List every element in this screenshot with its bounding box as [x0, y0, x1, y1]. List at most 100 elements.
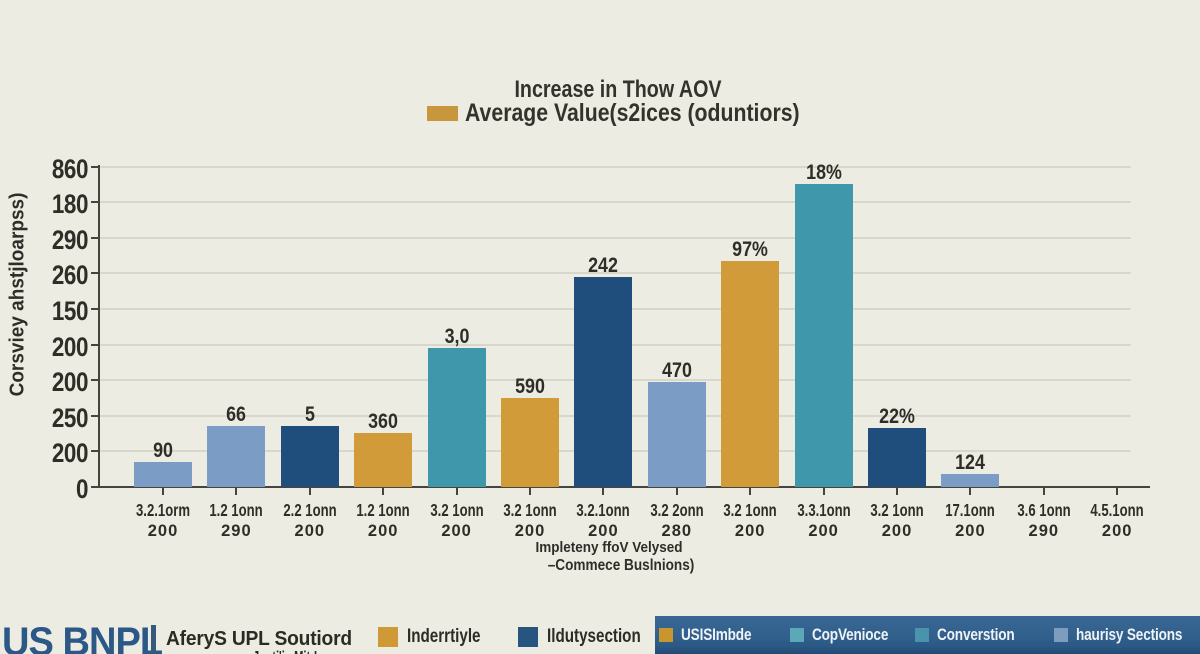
y-tick-label: 150 [51, 295, 89, 326]
x-tick-mark [308, 488, 311, 495]
x-tick-mark [675, 488, 678, 495]
y-tick-label: 200 [51, 367, 89, 398]
x-tick-label-line2: 200 [294, 522, 326, 540]
banner-legend-label: Converstion [937, 625, 1015, 644]
x-tick-label: 3.2.1onn 200 [555, 500, 651, 540]
x-tick-mark [822, 488, 825, 495]
banner-legend-swatch [790, 628, 804, 642]
x-tick-label-line2: 200 [588, 522, 619, 540]
x-tick-label-line2: 200 [881, 522, 913, 540]
y-tick-label: 260 [51, 260, 89, 291]
y-tick-mark [91, 343, 99, 346]
x-tick-label-line1: 3.2 1onn [503, 500, 557, 520]
chart-subtitle: Average Value(s2ices (oduntiors) [465, 99, 800, 127]
x-tick-mark [896, 488, 898, 495]
bar [501, 398, 559, 487]
y-tick-mark [91, 201, 99, 204]
bar-value-label: 470 [661, 359, 692, 382]
x-tick-label: 3.2 1onn 200 [482, 500, 578, 539]
x-tick-label-line2: 200 [955, 522, 986, 540]
bar [868, 428, 926, 487]
footer-divider [151, 625, 156, 654]
x-tick-label-line2: 290 [1028, 522, 1060, 540]
x-tick-label-line1: 3.3.1onn [796, 500, 851, 520]
y-tick-mark [91, 236, 99, 239]
y-tick-label: 200 [51, 331, 89, 362]
x-tick-label-line2: 290 [221, 522, 252, 540]
x-tick-mark [455, 488, 458, 495]
x-tick-label: 1.2 1onn 290 [188, 501, 284, 540]
footer-tagline-line2: Justi'is Mit-L [253, 648, 321, 654]
gridline [100, 272, 1131, 275]
footer-legend-swatch [518, 627, 538, 647]
x-tick-label-line1: 3.2 1onn [723, 500, 777, 520]
x-tick-label-line1: 1.2 1onn [356, 500, 410, 520]
bar [647, 382, 706, 487]
x-tick-label: 3.2 1onn 200 [702, 500, 798, 540]
bar-value-label: 3,0 [444, 325, 469, 348]
bar [207, 426, 266, 487]
x-tick-label: 3.2 2onn 280 [629, 501, 725, 540]
y-tick-mark [91, 272, 99, 275]
x-tick-mark [235, 488, 238, 495]
x-tick-label: 2.2 1onn 200 [262, 500, 358, 540]
y-axis-title: Corsviey ahstjloarpss) [6, 192, 29, 397]
x-tick-label-line1: 3.2.1orm [136, 500, 190, 520]
x-tick-label-line2: 200 [734, 522, 766, 540]
bar-value-label: 124 [955, 451, 986, 474]
banner-legend-swatch [1054, 628, 1068, 642]
bar-value-label: 66 [226, 403, 247, 426]
x-axis-title-line1: Impleteny ffoV Velysed [535, 539, 683, 556]
bar-value-label: 90 [153, 439, 173, 462]
footer-legend-label: Ildutysection [547, 626, 641, 647]
x-tick-mark [749, 488, 752, 495]
x-axis-title-line2: –Commece Buslnions) [547, 557, 695, 574]
x-tick-label-line2: 200 [1101, 522, 1133, 540]
bar [794, 184, 853, 487]
x-tick-label: 1.2 1onn 200 [335, 500, 431, 540]
y-tick-label: 860 [51, 153, 89, 184]
x-tick-label-line2: 200 [367, 522, 399, 540]
banner-legend-label: USISImbde [681, 625, 752, 644]
y-tick-label: 0 [75, 474, 88, 504]
x-tick-label-line1: 3.2.1onn [576, 500, 631, 520]
x-tick-label-line2: 280 [661, 522, 693, 540]
x-tick-label: 4.5.1onn 200 [1069, 500, 1165, 540]
x-tick-mark [1116, 488, 1119, 495]
bar-value-label: 360 [368, 410, 399, 433]
bar [354, 433, 413, 487]
y-tick-mark [91, 450, 99, 453]
footer-banner: USISImbde CopVenioce Converstion haurisy Se… [655, 616, 1200, 654]
x-tick-label-line1: 4.5.1onn [1090, 500, 1144, 520]
x-tick-label: 3.2.1orm 200 [115, 500, 211, 539]
x-tick-mark [969, 488, 972, 495]
footer-tagline: AferyS UPL Soutiord [166, 628, 352, 650]
x-tick-label: 3.6 1onn 290 [996, 500, 1092, 540]
x-tick-label-line1: 17.1onn [945, 500, 996, 520]
x-axis-line [97, 486, 1150, 488]
banner-legend-swatch [659, 628, 673, 642]
x-tick-label: 17.1onn 200 [922, 500, 1018, 540]
y-tick-mark [91, 486, 99, 488]
gridline [100, 236, 1131, 239]
banner-legend-swatch [915, 628, 929, 642]
bar [134, 462, 192, 487]
bar-value-label: 590 [515, 375, 545, 398]
banner-legend-label: haurisy Sections [1076, 625, 1183, 644]
x-tick-label-line2: 200 [808, 522, 839, 540]
x-tick-mark [602, 488, 605, 495]
bar-value-label: 22% [879, 405, 915, 428]
x-tick-label-line1: 3.2 1onn [870, 500, 924, 520]
bar-value-label: 5 [304, 403, 315, 426]
bar [941, 474, 1000, 487]
y-tick-mark [91, 379, 99, 382]
x-tick-label-line1: 3.2 1onn [429, 500, 484, 520]
x-tick-label: 3.2 1onn 200 [849, 500, 945, 540]
y-axis-line [98, 164, 100, 487]
x-tick-label-line1: 2.2 1onn [283, 500, 337, 520]
bar-value-label: 18% [805, 161, 842, 184]
y-tick-mark [91, 165, 99, 168]
brand-logo: US BNPL [2, 620, 163, 654]
x-tick-label-line1: 3.6 1onn [1017, 500, 1071, 520]
